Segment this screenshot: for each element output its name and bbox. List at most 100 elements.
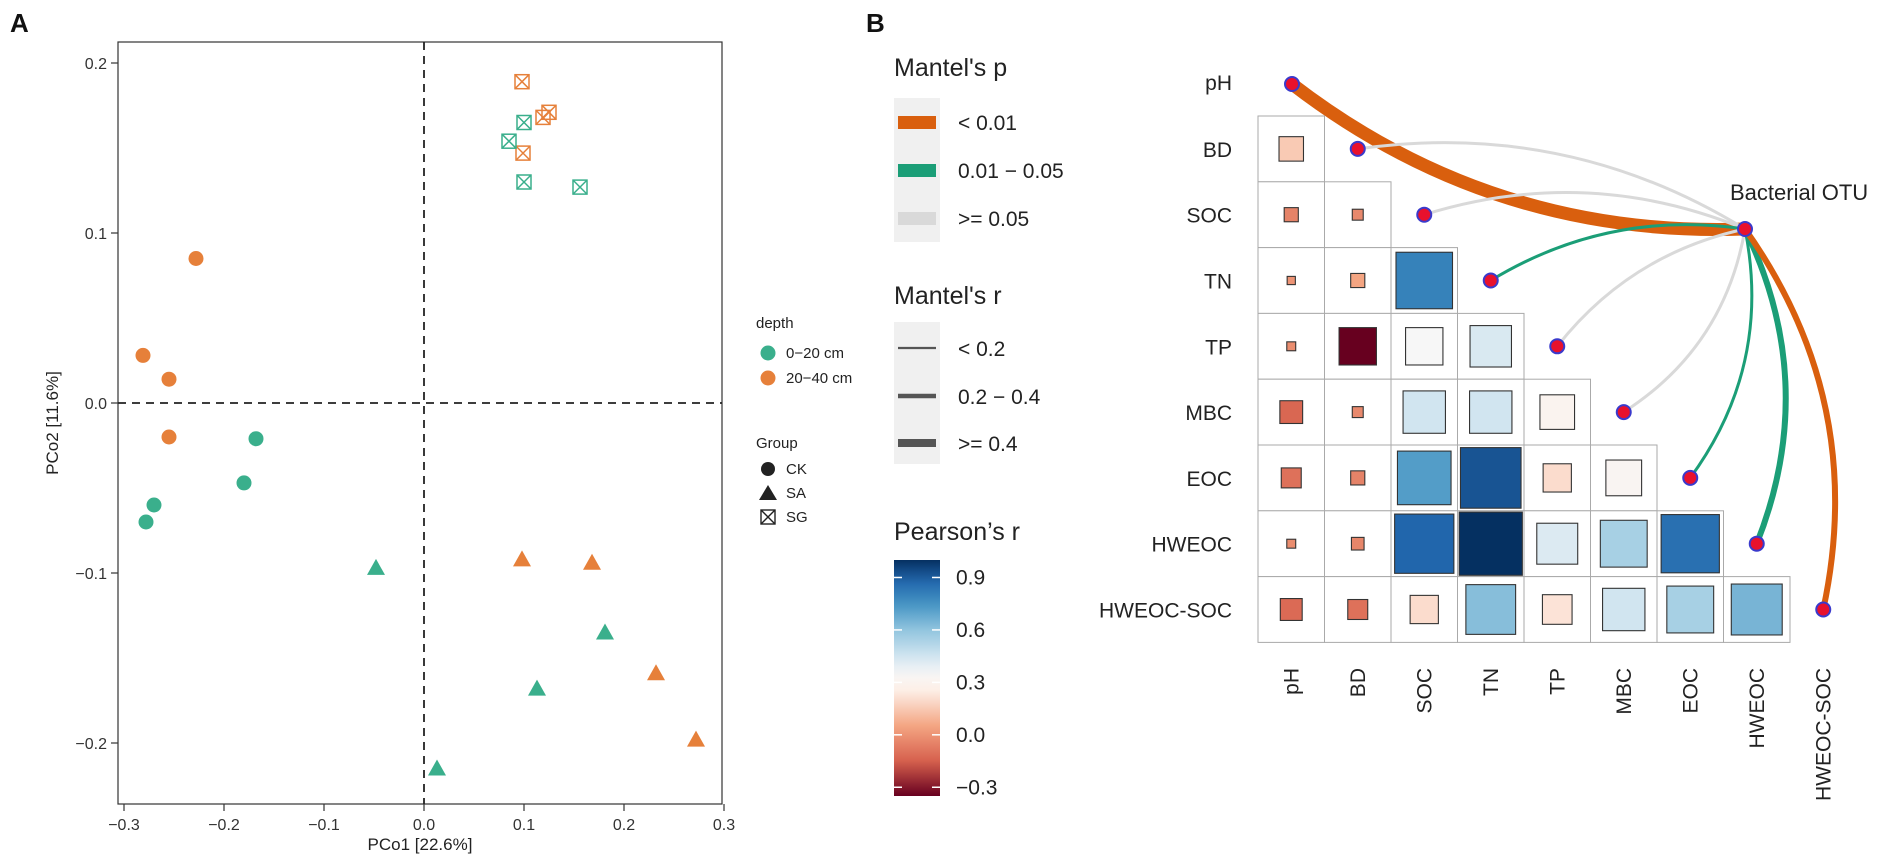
correlation-grid — [1257, 115, 1791, 643]
pcoa-axis-ticks: −0.3 −0.2 −0.1 0.0 0.1 0.2 0.3 −0.2 −0.1 0.0 0.1 0.… — [75, 56, 735, 834]
correlation-square-mbc-soc — [1402, 390, 1446, 434]
correlation-square-hweoc-tp — [1536, 522, 1579, 565]
correlation-square-hweoc-soc-soc — [1409, 594, 1439, 625]
point-sa-0-20 — [596, 623, 614, 640]
mantel-r-label-1: < 0.2 — [958, 338, 1005, 361]
mantel-p-key-lt001 — [898, 116, 936, 129]
correlation-square-tn-bd — [1350, 272, 1366, 289]
colorbar-tick-label: 0.0 — [956, 724, 985, 747]
correlation-square-eoc-tp — [1542, 463, 1572, 493]
pcoa-points — [135, 73, 705, 776]
panel-label-b: B — [866, 8, 885, 38]
mantel-p-label-ge005: >= 0.05 — [958, 208, 1029, 231]
correlation-square-hweoc-soc-hweoc — [1730, 583, 1783, 636]
mantel-node-bd — [1349, 140, 1366, 157]
y-tick-label: 0.2 — [85, 56, 107, 73]
mantel-node-eoc — [1682, 469, 1699, 486]
correlation-square-hweoc-mbc — [1599, 519, 1648, 568]
row-label-hweoc-soc: HWEOC-SOC — [1099, 600, 1232, 623]
col-label-tn: TN — [1480, 668, 1503, 696]
mantel-p-label-lt001: < 0.01 — [958, 112, 1017, 135]
depth-legend-label-0-20: 0−20 cm — [786, 345, 844, 362]
correlation-square-hweoc-soc-tp — [1541, 594, 1573, 625]
depth-legend-label-20-40: 20−40 cm — [786, 370, 852, 387]
correlation-square-eoc-tn — [1459, 447, 1522, 509]
mantel-link-soc — [1422, 191, 1747, 231]
x-tick-label: 0.1 — [513, 817, 535, 834]
mantel-node-mbc — [1615, 404, 1632, 421]
x-tick-label: −0.3 — [108, 817, 140, 834]
group-legend-triangle-icon — [759, 485, 777, 500]
point-ck-0-20 — [248, 431, 264, 447]
colorbar-tick-label: 0.3 — [956, 671, 985, 694]
col-label-bd: BD — [1347, 668, 1370, 697]
pcoa-reference-lines — [118, 42, 722, 804]
point-sa-0-20 — [528, 679, 546, 696]
x-tick-label: −0.2 — [208, 817, 240, 834]
y-tick-label: 0.1 — [85, 226, 107, 243]
colorbar-tick-label: 0.9 — [956, 566, 985, 589]
pcoa-y-axis-label: PCo2 [11.6%] — [43, 371, 62, 475]
point-ck-20-40 — [161, 371, 177, 387]
row-label-eoc: EOC — [1186, 468, 1232, 491]
col-label-hweoc: HWEOC — [1746, 668, 1769, 749]
correlation-square-hweoc-soc-tn — [1465, 584, 1517, 635]
pearson-colorbar — [894, 560, 940, 796]
row-label-bd: BD — [1203, 139, 1232, 162]
point-sg-0-20 — [572, 179, 588, 195]
group-legend-circle-icon — [761, 462, 775, 476]
point-sa-20-40 — [513, 550, 531, 567]
row-label-tp: TP — [1205, 336, 1232, 359]
mantel-node-hweoc — [1748, 535, 1765, 552]
correlation-square-hweoc-soc-bd — [1347, 598, 1369, 621]
depth-legend-key-0-20 — [760, 345, 776, 361]
depth-legend: depth 0−20 cm 20−40 cm — [756, 315, 852, 387]
col-label-ph: pH — [1280, 668, 1303, 695]
mantel-r-legend: Mantel's r < 0.2 0.2 − 0.4 >= 0.4 — [894, 282, 1041, 464]
correlation-square-eoc-mbc — [1605, 459, 1643, 497]
correlation-square-mbc-bd — [1351, 406, 1364, 419]
correlation-square-eoc-bd — [1350, 470, 1366, 486]
pearson-legend: Pearson’s r 0.9 0.6 0.3 0.0 −0.3 — [894, 518, 1020, 799]
correlation-square-hweoc-soc-eoc — [1666, 585, 1715, 634]
point-sg-20-40 — [514, 73, 530, 90]
col-label-soc: SOC — [1413, 668, 1436, 714]
mantel-nodes — [1284, 76, 1832, 618]
y-tick-label: −0.1 — [75, 566, 107, 583]
point-sg-0-20 — [516, 114, 532, 131]
point-sa-20-40 — [647, 664, 665, 681]
correlation-square-eoc-soc — [1396, 450, 1452, 506]
depth-legend-title: depth — [756, 315, 794, 332]
correlation-square-tn-ph — [1286, 275, 1296, 286]
point-sg-0-20 — [516, 174, 532, 190]
col-label-mbc: MBC — [1613, 668, 1636, 715]
group-legend-label-sg: SG — [786, 509, 808, 526]
correlation-square-mbc-tp — [1539, 394, 1576, 430]
mantel-link-bd — [1356, 141, 1747, 231]
mantel-r-label-3: >= 0.4 — [958, 433, 1018, 456]
col-label-tp: TP — [1546, 668, 1569, 695]
row-label-ph: pH — [1205, 72, 1232, 95]
correlation-square-hweoc-soc — [1394, 513, 1455, 574]
correlation-square-mbc-ph — [1279, 400, 1304, 425]
correlation-square-tn-soc — [1395, 251, 1454, 310]
x-tick-label: 0.2 — [613, 817, 635, 834]
point-sa-0-20 — [428, 759, 446, 776]
y-tick-label: 0.0 — [85, 396, 107, 413]
mantel-target-label: Bacterial OTU — [1730, 180, 1868, 205]
correlation-square-tp-tn — [1469, 325, 1513, 368]
point-sa-20-40 — [583, 553, 601, 570]
col-label-hweoc-soc: HWEOC-SOC — [1812, 668, 1835, 801]
mantel-links — [1285, 77, 1839, 613]
mantel-node-tp — [1549, 338, 1566, 355]
mantel-target-node — [1737, 221, 1753, 237]
correlation-square-bd-ph — [1278, 136, 1305, 162]
mantel-link-mbc — [1622, 227, 1747, 414]
pcoa-plot-frame — [117, 41, 723, 805]
row-label-tn: TN — [1204, 271, 1232, 294]
correlation-square-hweoc-soc-ph — [1279, 598, 1303, 621]
mantel-link-hweoc — [1742, 226, 1789, 547]
mantel-p-legend: Mantel's p < 0.01 0.01 − 0.05 >= 0.05 — [894, 54, 1064, 242]
mantel-r-legend-title: Mantel's r — [894, 282, 1002, 310]
col-label-eoc: EOC — [1679, 668, 1702, 714]
